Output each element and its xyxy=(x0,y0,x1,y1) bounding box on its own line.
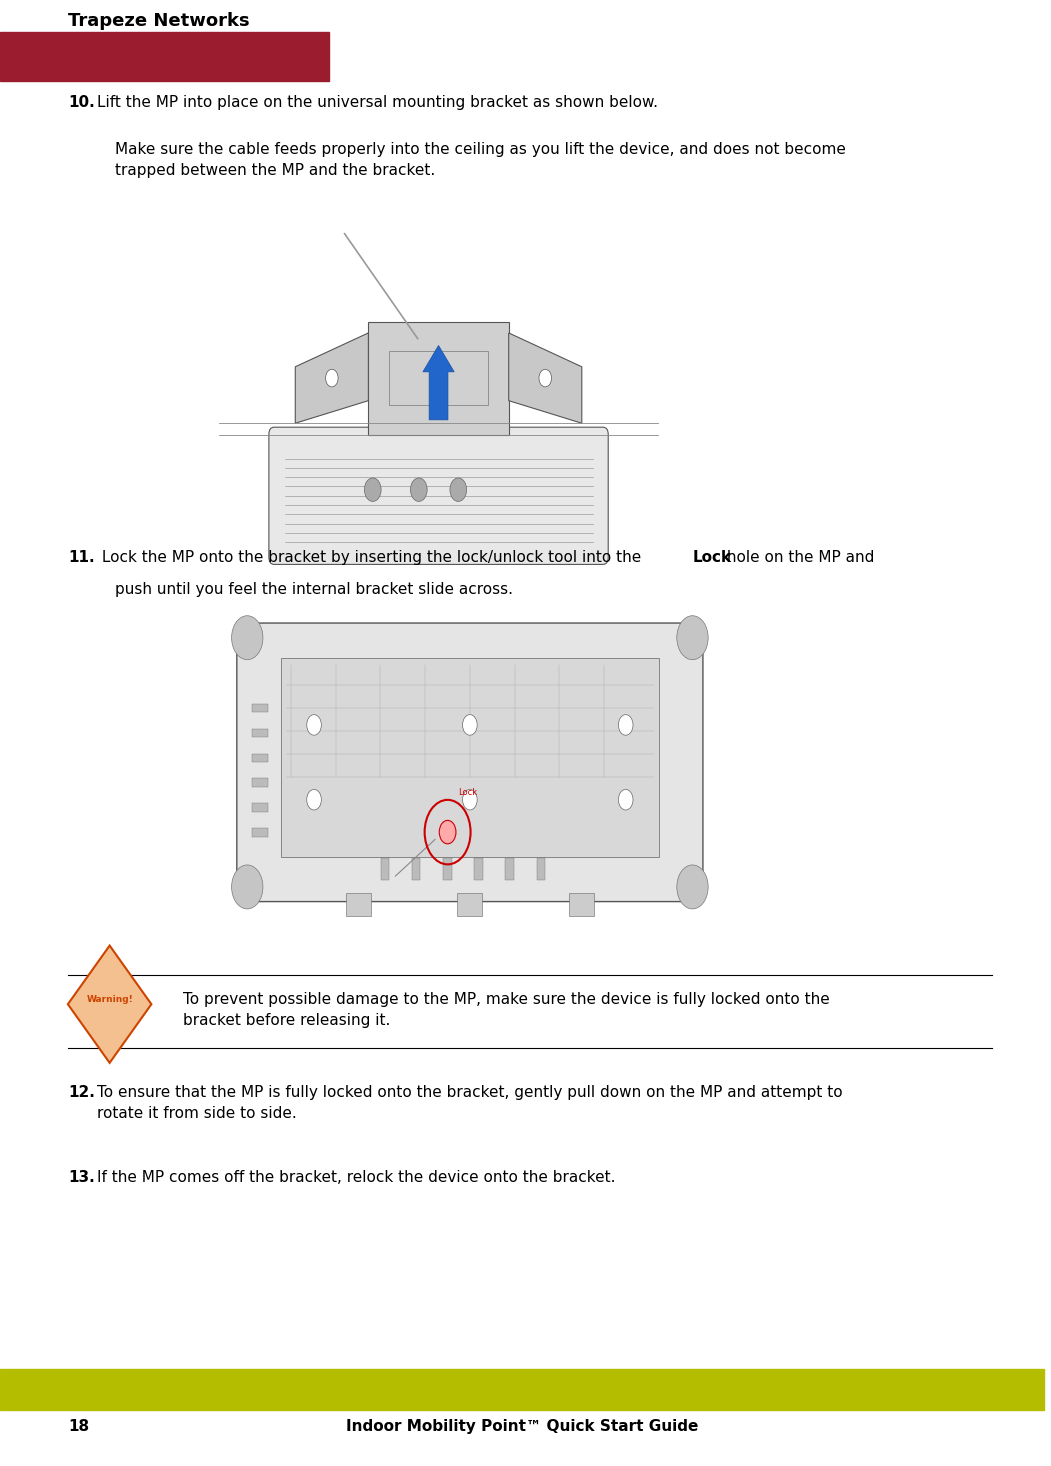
Text: push until you feel the internal bracket slide across.: push until you feel the internal bracket… xyxy=(115,582,513,597)
Circle shape xyxy=(618,789,633,811)
Circle shape xyxy=(439,821,456,844)
Bar xyxy=(412,858,420,880)
Text: Indoor Mobility Point™ Quick Start Guide: Indoor Mobility Point™ Quick Start Guide xyxy=(346,1419,698,1434)
Text: Warning!: Warning! xyxy=(86,995,133,1004)
Text: hole on the MP and: hole on the MP and xyxy=(721,550,873,564)
Bar xyxy=(569,893,594,916)
Circle shape xyxy=(450,478,467,501)
Bar xyxy=(444,858,452,880)
Bar xyxy=(252,704,268,712)
Bar xyxy=(369,321,509,434)
Bar xyxy=(0,32,329,81)
Text: If the MP comes off the bracket, relock the device onto the bracket.: If the MP comes off the bracket, relock … xyxy=(97,1170,616,1185)
Circle shape xyxy=(307,715,322,736)
Text: 18: 18 xyxy=(68,1419,89,1434)
Circle shape xyxy=(231,616,263,660)
Circle shape xyxy=(307,789,322,811)
Bar xyxy=(457,893,482,916)
Polygon shape xyxy=(295,333,369,424)
Circle shape xyxy=(677,865,708,909)
Bar xyxy=(252,778,268,787)
Text: 13.: 13. xyxy=(68,1170,95,1185)
Polygon shape xyxy=(509,333,582,424)
Bar xyxy=(252,754,268,762)
Bar xyxy=(537,858,545,880)
Bar xyxy=(281,658,659,858)
Text: To prevent possible damage to the MP, make sure the device is fully locked onto : To prevent possible damage to the MP, ma… xyxy=(183,992,829,1029)
Bar xyxy=(346,893,371,916)
Circle shape xyxy=(462,715,477,736)
Circle shape xyxy=(677,616,708,660)
Text: 11.: 11. xyxy=(68,550,95,564)
Circle shape xyxy=(462,789,477,811)
Bar xyxy=(380,858,389,880)
Text: 12.: 12. xyxy=(68,1085,95,1100)
Text: Lock: Lock xyxy=(693,550,731,564)
Circle shape xyxy=(326,369,338,387)
Text: Make sure the cable feeds properly into the ceiling as you lift the device, and : Make sure the cable feeds properly into … xyxy=(115,142,846,179)
Bar xyxy=(389,350,488,405)
Bar xyxy=(0,1369,1044,1410)
Bar xyxy=(252,803,268,812)
Bar xyxy=(252,828,268,837)
Bar xyxy=(506,858,514,880)
Bar xyxy=(474,858,482,880)
Polygon shape xyxy=(68,946,151,1063)
Circle shape xyxy=(365,478,382,501)
Text: Trapeze Networks: Trapeze Networks xyxy=(68,12,249,29)
FancyBboxPatch shape xyxy=(236,623,703,902)
Circle shape xyxy=(618,715,633,736)
Bar xyxy=(252,729,268,737)
Text: 10.: 10. xyxy=(68,95,95,110)
FancyBboxPatch shape xyxy=(269,427,609,564)
Circle shape xyxy=(231,865,263,909)
Text: Lock: Lock xyxy=(458,789,477,798)
Circle shape xyxy=(539,369,552,387)
FancyArrow shape xyxy=(423,346,454,419)
Text: Lock the MP onto the bracket by inserting the lock/unlock tool into the: Lock the MP onto the bracket by insertin… xyxy=(97,550,646,564)
Text: To ensure that the MP is fully locked onto the bracket, gently pull down on the : To ensure that the MP is fully locked on… xyxy=(97,1085,843,1121)
Text: Lift the MP into place on the universal mounting bracket as shown below.: Lift the MP into place on the universal … xyxy=(97,95,658,110)
Circle shape xyxy=(411,478,427,501)
